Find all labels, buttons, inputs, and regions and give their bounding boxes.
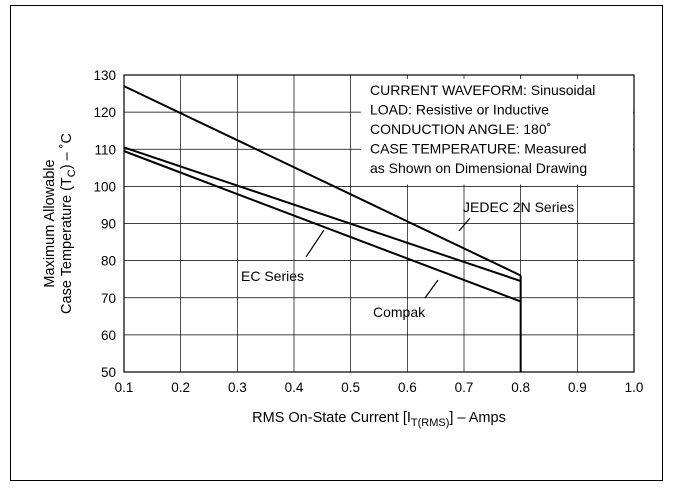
y-axis-label-line2: Case Temperature (TC) – ˚C bbox=[59, 133, 78, 314]
y-axis-label-line2-sub: C bbox=[66, 169, 78, 177]
series-line bbox=[123, 85, 522, 277]
x-axis-label-tail: ] – Amps bbox=[449, 410, 505, 426]
series-line bbox=[123, 146, 521, 282]
x-tick-label: 0.6 bbox=[398, 380, 417, 395]
condition-line: CURRENT WAVEFORM: Sinusoidal bbox=[370, 82, 595, 98]
x-tick-label: 0.4 bbox=[285, 380, 304, 395]
series-label: Compak bbox=[373, 304, 426, 320]
condition-line: LOAD: Resistive or Inductive bbox=[370, 102, 549, 118]
chart-frame bbox=[10, 5, 663, 481]
series-label: JEDEC 2N Series bbox=[463, 199, 574, 215]
x-tick-label: 1.0 bbox=[625, 380, 644, 395]
condition-line: CASE TEMPERATURE: Measured bbox=[370, 141, 587, 157]
x-axis-label-sub: T(RMS) bbox=[411, 417, 450, 429]
condition-line: CONDUCTION ANGLE: 180˚ bbox=[370, 121, 551, 137]
conditions-box bbox=[361, 79, 633, 185]
y-axis-label-line2-post: ) – ˚C bbox=[59, 133, 75, 169]
x-tick-label: 0.5 bbox=[341, 380, 360, 395]
x-axis-label: RMS On-State Current [IT(RMS)] – Amps bbox=[252, 410, 506, 429]
y-axis-label-line1: Maximum Allowable bbox=[42, 159, 58, 287]
y-tick-label: 120 bbox=[93, 105, 116, 120]
x-tick-label: 0.2 bbox=[171, 380, 190, 395]
y-tick-label: 90 bbox=[101, 217, 116, 232]
x-tick-label: 0.9 bbox=[568, 380, 587, 395]
x-tick-label: 0.1 bbox=[115, 380, 134, 395]
series-line bbox=[123, 150, 522, 303]
x-tick-label: 0.8 bbox=[511, 380, 530, 395]
series-leader-line bbox=[305, 229, 325, 258]
x-axis-label-main: RMS On-State Current [I bbox=[252, 410, 411, 426]
series-leader-line bbox=[458, 217, 471, 232]
y-axis-label-line2-pre: Case Temperature (T bbox=[59, 177, 75, 314]
series-label: EC Series bbox=[241, 268, 304, 284]
x-tick-label: 0.7 bbox=[455, 380, 474, 395]
y-tick-label: 130 bbox=[93, 68, 116, 83]
y-tick-label: 80 bbox=[101, 254, 116, 269]
plot-border bbox=[123, 74, 635, 373]
y-tick-label: 70 bbox=[101, 291, 116, 306]
y-tick-label: 60 bbox=[101, 328, 116, 343]
condition-line: as Shown on Dimensional Drawing bbox=[370, 160, 587, 176]
y-tick-label: 50 bbox=[101, 365, 116, 380]
ticks: 0.1 0.2 0.3 0.4 0.5 0.6 0.7 0.8 0.9 1.0 50 60 70 80 90… bbox=[93, 68, 643, 395]
y-tick-label: 100 bbox=[93, 179, 116, 194]
y-axis-label: Maximum Allowable Case Temperature (TC) … bbox=[42, 133, 78, 314]
series-lines bbox=[123, 85, 522, 372]
conditions-note: CURRENT WAVEFORM: Sinusoidal LOAD: Resist… bbox=[370, 82, 595, 176]
series-leader-line bbox=[424, 279, 439, 299]
y-tick-label: 110 bbox=[94, 142, 116, 157]
x-tick-label: 0.3 bbox=[228, 380, 247, 395]
series-annotations: JEDEC 2N Series EC Series Compak bbox=[241, 199, 574, 320]
